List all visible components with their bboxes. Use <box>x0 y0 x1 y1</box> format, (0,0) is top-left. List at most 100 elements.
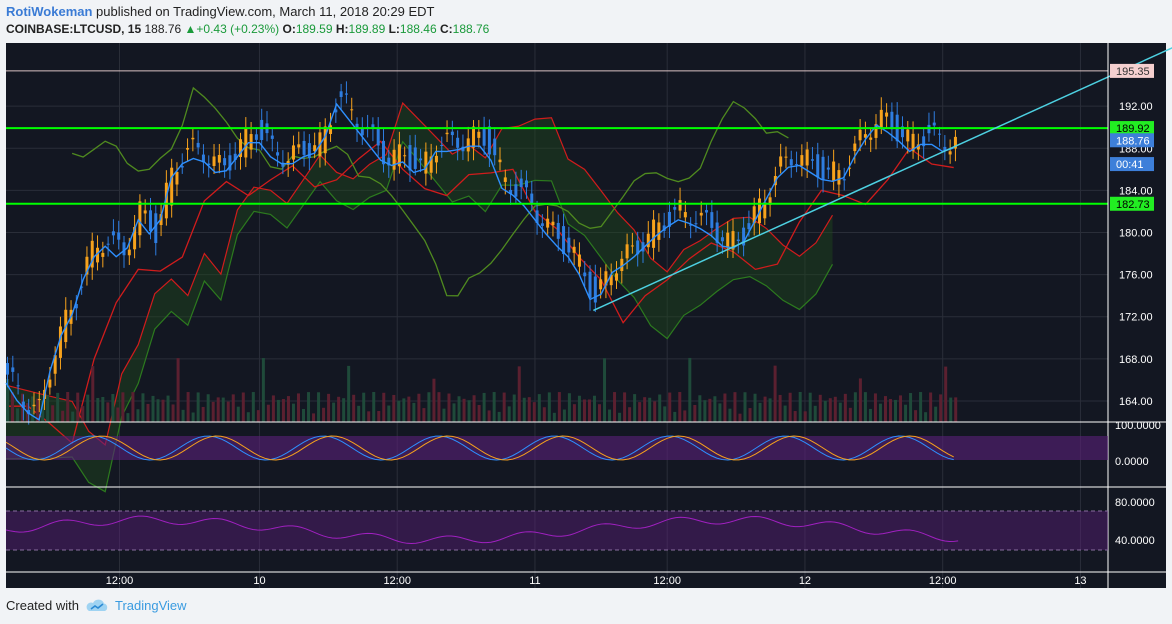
author-name[interactable]: RotiWokeman <box>6 4 93 19</box>
volume-bar-161 <box>813 405 817 422</box>
x-tick-5: 12 <box>799 575 811 587</box>
volume-bar-139 <box>703 400 707 422</box>
volume-bar-11 <box>61 410 65 422</box>
volume-bar-84 <box>427 392 431 422</box>
tradingview-cloud-icon <box>86 599 108 611</box>
trend-line <box>593 47 1172 312</box>
volume-bar-21 <box>111 393 115 422</box>
volume-bar-111 <box>562 409 566 422</box>
volume-bar-5 <box>31 396 35 422</box>
volume-bar-160 <box>808 392 812 422</box>
candle-body-23 <box>127 249 131 256</box>
volume-bar-142 <box>718 403 722 422</box>
volume-bar-30 <box>156 399 160 422</box>
volume-bar-92 <box>467 400 471 422</box>
volume-bar-149 <box>753 393 757 422</box>
low-value: 188.46 <box>399 22 437 36</box>
candle-body-141 <box>752 206 756 224</box>
last-price: 188.76 <box>144 22 182 36</box>
volume-bar-18 <box>96 397 100 422</box>
candle-body-160 <box>853 143 857 152</box>
candle-body-71 <box>381 140 385 165</box>
volume-bar-129 <box>653 401 657 422</box>
volume-bar-128 <box>648 397 652 422</box>
price-tag-box-2 <box>1110 133 1154 148</box>
candle-body-119 <box>636 240 640 255</box>
candle-body-41 <box>223 158 227 166</box>
candle-body-132 <box>705 210 709 213</box>
volume-bar-178 <box>899 395 903 422</box>
volume-bar-122 <box>618 412 622 422</box>
volume-bar-140 <box>708 398 712 422</box>
volume-bar-34 <box>176 358 180 422</box>
candle-body-17 <box>96 247 100 263</box>
volume-bar-42 <box>216 397 220 422</box>
oscillator2-tick-1: 40.0000 <box>1115 535 1155 547</box>
candle-body-27 <box>148 210 152 232</box>
candle-body-19 <box>106 243 110 245</box>
publish-info: RotiWokeman published on TradingView.com… <box>6 4 435 19</box>
candle-body-176 <box>938 133 942 135</box>
candle-body-115 <box>615 273 619 281</box>
volume-bar-57 <box>291 403 295 422</box>
high-label: H: <box>335 22 349 36</box>
tenkan-line <box>5 102 954 422</box>
candle-body-63 <box>339 91 343 97</box>
tradingview-link[interactable]: TradingView <box>114 598 187 613</box>
candle-body-51 <box>276 152 280 156</box>
candle-body-1 <box>11 367 15 372</box>
candle-body-172 <box>916 144 920 150</box>
y-tick-5: 172.00 <box>1119 312 1153 324</box>
candle-body-79 <box>424 151 428 174</box>
volume-bar-36 <box>186 392 190 422</box>
oscillator1-tick-1: 0.0000 <box>1115 456 1149 468</box>
volume-bar-91 <box>462 398 466 422</box>
candle-body-113 <box>604 271 608 286</box>
candle-body-122 <box>652 219 656 248</box>
candle-body-153 <box>816 154 820 178</box>
candle-body-100 <box>535 210 539 223</box>
candle-body-178 <box>948 151 952 155</box>
candle-body-45 <box>244 128 248 158</box>
candle-body-48 <box>260 119 264 141</box>
volume-bar-136 <box>688 357 692 422</box>
candle-body-64 <box>344 93 348 95</box>
candle-body-166 <box>885 112 889 117</box>
volume-bar-174 <box>878 403 882 422</box>
candle-body-146 <box>779 156 783 167</box>
volume-bar-60 <box>307 392 311 422</box>
candle-body-167 <box>890 111 894 130</box>
volume-bar-74 <box>377 411 381 422</box>
volume-bar-179 <box>904 404 908 422</box>
volume-bar-49 <box>251 392 255 422</box>
volume-bar-47 <box>241 392 245 422</box>
candle-body-67 <box>360 128 364 136</box>
y-tick-2: 184.00 <box>1119 185 1153 197</box>
volume-bar-56 <box>286 396 290 422</box>
x-tick-1: 10 <box>253 575 265 587</box>
chart-frame <box>6 43 1166 588</box>
volume-bar-169 <box>853 392 857 422</box>
candle-body-36 <box>196 142 200 148</box>
volume-bar-112 <box>567 393 571 422</box>
volume-bar-182 <box>919 392 923 422</box>
volume-bar-53 <box>271 395 275 422</box>
price-chart[interactable]: 100.00000.000080.000040.0000192.00188.00… <box>0 40 1172 592</box>
candle-body-50 <box>270 135 274 139</box>
volume-bar-148 <box>748 408 752 422</box>
volume-bar-78 <box>397 400 401 422</box>
candle-body-134 <box>715 222 719 243</box>
candle-body-114 <box>609 274 613 286</box>
candle-body-20 <box>111 231 115 236</box>
volume-bar-28 <box>146 403 150 422</box>
volume-bar-82 <box>417 393 421 422</box>
candle-body-155 <box>826 167 830 170</box>
candle-body-156 <box>832 161 836 181</box>
candle-body-129 <box>689 224 693 226</box>
candle-body-157 <box>837 170 841 185</box>
candle-body-108 <box>577 254 581 267</box>
candle-body-140 <box>747 223 751 230</box>
volume-bar-85 <box>432 378 436 422</box>
senkou-span-b-line <box>5 101 834 446</box>
candle-body-102 <box>546 218 550 228</box>
